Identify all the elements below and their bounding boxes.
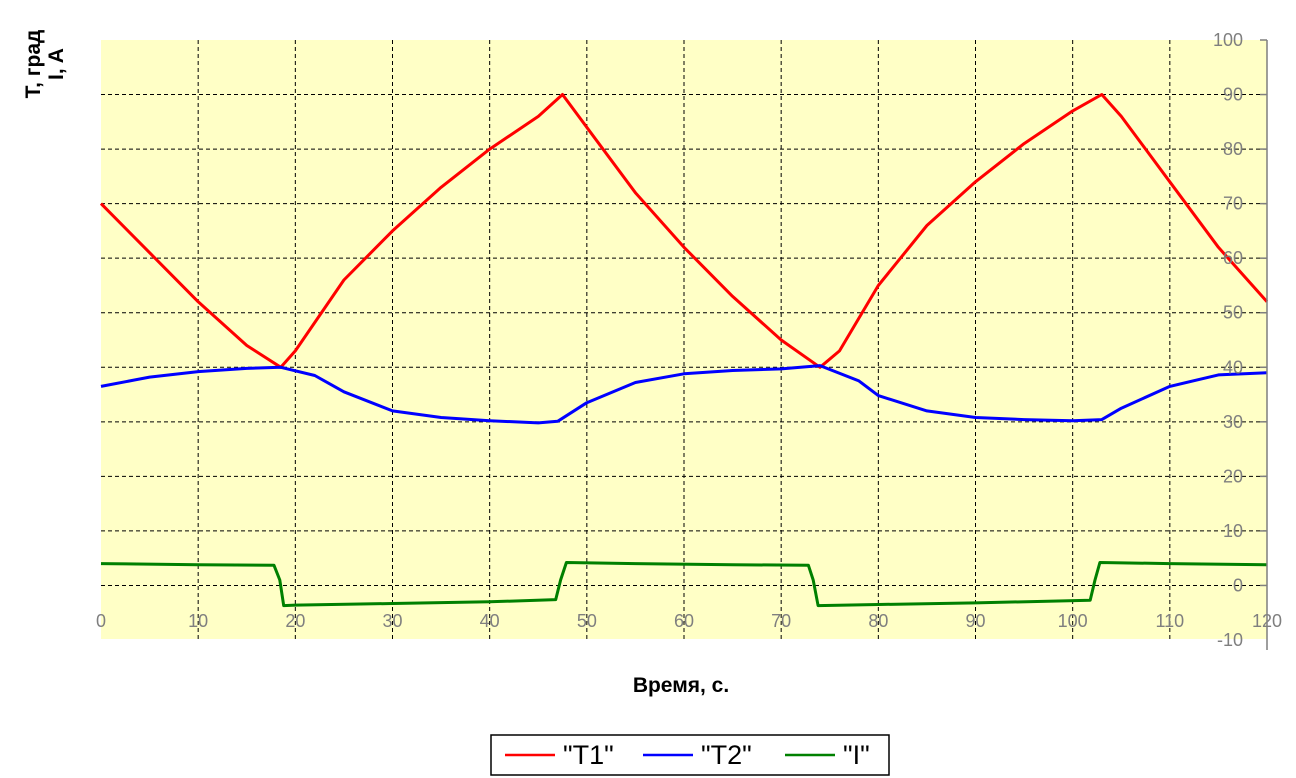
x-tick-label-0: 0 (96, 611, 106, 631)
x-tick-label-60: 60 (674, 611, 694, 631)
x-axis-title: Время, с. (633, 674, 729, 697)
y-tick-label-70: 70 (1223, 194, 1243, 214)
y-tick-label-40: 40 (1223, 357, 1243, 377)
legend-label-t1: "T1" (563, 740, 614, 770)
y-tick-label-100: 100 (1213, 30, 1243, 50)
y-tick-label-50: 50 (1223, 303, 1243, 323)
legend-label-t2: "T2" (701, 740, 752, 770)
legend: "T1" "T2" "I" (490, 734, 890, 776)
series-line-2 (100, 561, 1268, 608)
grid (101, 40, 1268, 640)
x-tick-label-20: 20 (285, 611, 305, 631)
x-tick-label-110: 110 (1155, 611, 1184, 631)
x-tick-label-40: 40 (480, 611, 500, 631)
x-tick-label-30: 30 (382, 611, 402, 631)
series-layer (99, 93, 1269, 608)
y-tick-label-20: 20 (1223, 466, 1243, 486)
y-tick-label-60: 60 (1223, 248, 1243, 268)
series-line-1 (100, 364, 1268, 425)
y-tick-label-0: 0 (1233, 575, 1243, 595)
y-tick-label-30: 30 (1223, 412, 1243, 432)
x-tick-label-120: 120 (1252, 611, 1282, 631)
x-tick-label-90: 90 (965, 611, 985, 631)
legend-label-i: "I" (843, 740, 870, 770)
y-tick-labels: -10 0 10 20 30 40 50 60 70 80 90 100 (1213, 30, 1267, 650)
y-axis-title-line1: T, град (22, 30, 45, 99)
plot-area (101, 40, 1267, 639)
x-tick-label-50: 50 (577, 611, 597, 631)
y-tick-label-10: 10 (1223, 521, 1243, 541)
x-tick-label-80: 80 (868, 611, 888, 631)
x-tick-label-70: 70 (771, 611, 791, 631)
y-tick-label-80: 80 (1223, 139, 1243, 159)
y-tick-label-90: 90 (1223, 85, 1243, 105)
x-tick-label-10: 10 (188, 611, 208, 631)
x-tick-label-100: 100 (1058, 611, 1088, 631)
x-tick-labels: 0 10 20 30 40 50 60 70 80 90 100 110 120 (96, 611, 1282, 631)
y-tick-label--10: -10 (1217, 630, 1243, 650)
y-axis-title-line2: I, A (45, 48, 68, 80)
series-line-0 (99, 93, 1269, 369)
